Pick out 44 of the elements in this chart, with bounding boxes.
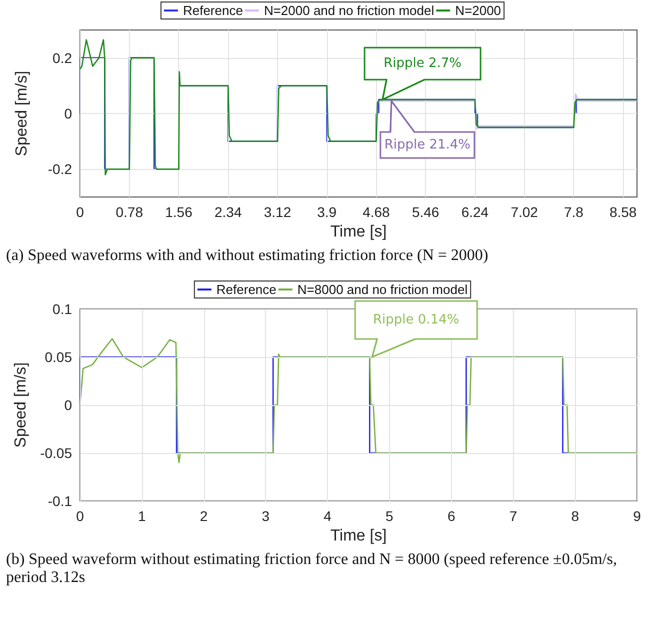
annotation: Ripple 0.14%: [373, 312, 460, 328]
x-tick-label: 7: [509, 508, 518, 524]
y-tick-label: -0.05: [40, 445, 72, 461]
legend-label: N=2000: [455, 3, 502, 18]
x-tick-label: 6.24: [461, 204, 489, 220]
x-tick-label: 1.56: [165, 204, 193, 220]
x-axis-title: Time [s]: [330, 223, 387, 240]
text: (b) Speed waveform without estimating friction force and N = 8000 (speed reference ±0.05m/s, period 3.12s: [5, 550, 618, 588]
x-tick-label: 8.58: [609, 204, 637, 220]
y-tick-label: -0.2: [48, 161, 72, 178]
legend-label: N=8000 and no friction model: [297, 282, 468, 297]
y-tick-label: 0.2: [52, 50, 72, 66]
x-tick-label: 1: [138, 508, 146, 524]
x-tick-label: 9: [633, 508, 642, 524]
y-tick-label: 0.05: [44, 349, 72, 365]
y-axis-title: Speed [m/s]: [12, 362, 30, 448]
x-tick-label: 2: [200, 508, 208, 524]
legend-label: Reference: [216, 282, 276, 297]
x-tick-label: 5.46: [412, 204, 440, 220]
annotation: Ripple 21.4%: [384, 137, 471, 152]
x-tick-label: 4.68: [362, 204, 390, 220]
x-tick-label: 3.9: [317, 204, 337, 220]
legend-label: N=2000 and no friction model: [264, 3, 434, 18]
x-tick-label: 2.34: [214, 204, 242, 220]
annotation: Ripple 2.7%: [384, 56, 462, 72]
x-tick-label: 8: [571, 508, 580, 524]
x-tick-label: 4: [324, 508, 332, 524]
x-tick-label: 3: [262, 508, 270, 524]
x-axis-title: Time [s]: [330, 527, 387, 544]
x-tick-label: 6: [447, 508, 456, 524]
x-tick-label: 0: [76, 508, 84, 524]
y-tick-label: -0.1: [48, 493, 72, 509]
x-tick-label: 7.8: [564, 204, 584, 220]
y-tick-label: 0: [64, 397, 72, 413]
x-tick-label: 7.02: [510, 204, 538, 220]
y-tick-label: 0.1: [52, 301, 72, 317]
x-tick-label: 0: [76, 204, 84, 220]
text: (a) Speed waveforms with and without estimating friction force (N = 2000): [5, 246, 490, 266]
x-tick-label: 3.12: [264, 204, 292, 220]
x-tick-label: 5: [386, 508, 394, 524]
y-tick-label: 0: [64, 106, 72, 122]
y-axis-title: Speed [m/s]: [14, 70, 30, 156]
x-tick-label: 0.78: [116, 204, 144, 220]
legend-label: Reference: [182, 3, 243, 18]
